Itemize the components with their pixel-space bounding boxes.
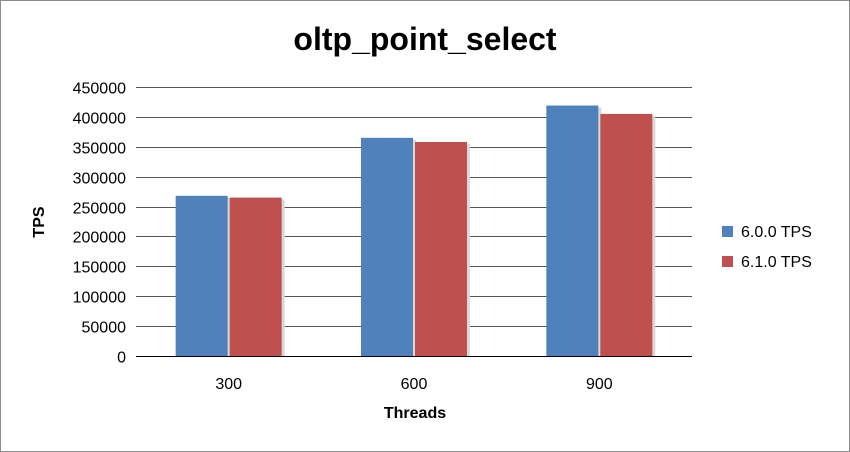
x-axis-title: Threads xyxy=(384,405,446,422)
y-tick-label: 100000 xyxy=(73,290,126,307)
x-tick-label: 600 xyxy=(401,376,428,393)
y-tick-label: 0 xyxy=(117,350,126,367)
legend-swatch xyxy=(722,226,733,237)
bar xyxy=(229,197,282,356)
y-tick-label: 250000 xyxy=(73,201,126,218)
bar xyxy=(600,113,653,357)
y-tick-label: 350000 xyxy=(73,141,126,158)
y-tick-label: 200000 xyxy=(73,230,126,247)
legend: 6.0.0 TPS 6.1.0 TPS xyxy=(722,224,812,271)
y-axis-ticks: 0 50000 100000 150000 200000 250000 300000 3500… xyxy=(73,81,126,367)
legend-swatch xyxy=(722,256,733,267)
bar xyxy=(361,137,413,356)
y-axis-title: TPS xyxy=(31,206,48,237)
y-tick-label: 150000 xyxy=(73,260,126,277)
legend-label: 6.0.0 TPS xyxy=(741,224,812,241)
bar xyxy=(546,105,599,356)
bar xyxy=(175,195,228,356)
x-axis-ticks: 300 600 900 xyxy=(215,376,612,393)
x-tick-label: 900 xyxy=(586,376,613,393)
chart-title: oltp_point_select xyxy=(293,21,557,57)
y-tick-label: 300000 xyxy=(73,171,126,188)
y-tick-label: 50000 xyxy=(82,320,127,337)
legend-label: 6.1.0 TPS xyxy=(741,254,812,271)
x-tick-label: 300 xyxy=(215,376,242,393)
bars xyxy=(175,105,656,357)
y-tick-label: 400000 xyxy=(73,111,126,128)
y-tick-label: 450000 xyxy=(73,81,126,98)
bar xyxy=(415,141,467,356)
